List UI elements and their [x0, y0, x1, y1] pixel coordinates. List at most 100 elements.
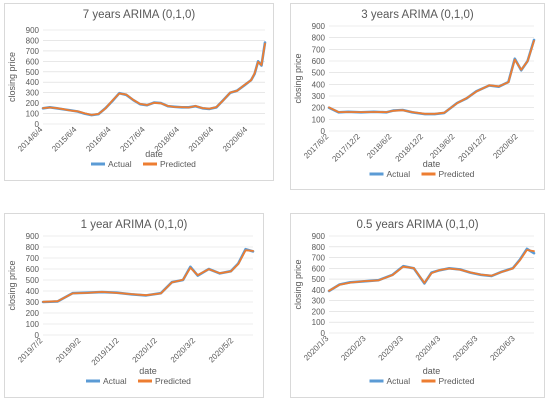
legend-label-actual: Actual: [387, 169, 411, 179]
y-tick-label: 100: [26, 320, 40, 329]
chart-panel-3-years: 3 years ARIMA (0,1,0) 0 100 200 300 400 500 600…: [290, 3, 545, 190]
chart-title: 1 year ARIMA (0,1,0): [81, 219, 188, 231]
x-tick-label: 2020/1/3: [302, 334, 331, 363]
legend-label-predicted: Predicted: [439, 376, 475, 386]
x-tick-label: 2020/5/2: [207, 336, 236, 365]
y-tick-label: 700: [26, 254, 40, 263]
x-tick-label: 2020/6/3: [488, 334, 517, 363]
y-tick-label: 100: [26, 110, 40, 119]
y-tick-label: 400: [312, 286, 326, 295]
y-tick-label: 300: [312, 297, 326, 306]
y-axis-label: closing price: [7, 52, 17, 102]
legend-label-predicted: Predicted: [160, 159, 196, 169]
x-tick-label: 2019/11/2: [90, 336, 121, 367]
y-axis-label: closing price: [293, 259, 303, 309]
series-line-actual: [327, 38, 536, 116]
y-tick-label: 100: [312, 115, 326, 124]
x-axis-label: date: [145, 149, 163, 159]
y-axis-label: closing price: [293, 53, 303, 103]
legend-label-actual: Actual: [387, 376, 411, 386]
y-tick-label: 300: [26, 89, 40, 98]
x-tick-label: 2020/3/2: [169, 336, 198, 365]
y-tick-label: 500: [312, 275, 326, 284]
x-tick-label: 2017/6/2: [302, 132, 331, 161]
x-tick-label: 2018/6/2: [365, 132, 394, 161]
chart-panel-7-years: 7 years ARIMA (0,1,0) 0 100 200 300 400 500 600…: [4, 3, 274, 181]
y-tick-label: 200: [26, 99, 40, 108]
chart-1-year: 1 year ARIMA (0,1,0) 0 100 200 300 400 500 600 7…: [7, 219, 255, 386]
y-tick-label: 700: [312, 254, 326, 263]
y-tick-label: 800: [26, 243, 40, 252]
y-tick-label: 800: [312, 243, 326, 252]
y-tick-label: 800: [312, 34, 326, 43]
legend-label-predicted: Predicted: [439, 169, 475, 179]
x-tick-label: 2019/6/4: [187, 125, 216, 154]
y-tick-label: 700: [26, 47, 40, 56]
series-line-predicted: [328, 40, 535, 115]
y-tick-label: 600: [312, 57, 326, 66]
x-tick-label: 2019/6/2: [428, 132, 457, 161]
x-tick-label: 2020/1/2: [131, 336, 160, 365]
y-tick-label: 400: [26, 78, 40, 87]
y-tick-label: 600: [312, 264, 326, 273]
y-tick-label: 0: [321, 329, 326, 338]
chart-0-5-years: 0.5 years ARIMA (0,1,0)01002003004005006…: [293, 219, 536, 386]
y-tick-label: 0: [321, 127, 326, 136]
y-tick-label: 700: [312, 45, 326, 54]
y-tick-label: 300: [312, 92, 326, 101]
x-tick-label: 2020/3/3: [377, 334, 406, 363]
series-line-actual: [327, 247, 536, 293]
x-tick-label: 2018/12/2: [393, 132, 425, 164]
y-tick-label: 500: [26, 68, 40, 77]
legend-label-actual: Actual: [108, 159, 132, 169]
y-tick-label: 200: [312, 307, 326, 316]
y-tick-label: 900: [312, 22, 326, 31]
legend-label-actual: Actual: [103, 376, 127, 386]
chart-3-years: 3 years ARIMA (0,1,0) 0 100 200 300 400 500 600…: [293, 9, 536, 179]
y-tick-label: 400: [26, 287, 40, 296]
y-tick-label: 900: [26, 26, 40, 35]
x-axis-label: date: [423, 159, 441, 169]
chart-title: 3 years ARIMA (0,1,0): [361, 9, 474, 21]
y-axis-label: closing price: [7, 260, 17, 310]
x-tick-label: 2020/6/2: [491, 132, 520, 161]
x-tick-label: 2019/12/2: [457, 132, 489, 164]
x-tick-label: 2019/7/2: [16, 336, 45, 365]
chart-title: 0.5 years ARIMA (0,1,0): [356, 219, 478, 231]
x-axis-label: date: [139, 366, 157, 376]
chart-panel-0-5-years: 0.5 years ARIMA (0,1,0) 0 100 200 300 400 500 6…: [290, 213, 545, 398]
chart-panel-1-year: 1 year ARIMA (0,1,0) 0 100 200 300 400 500 600 7…: [4, 213, 264, 398]
y-tick-label: 300: [26, 298, 40, 307]
y-tick-label: 0: [35, 331, 40, 340]
y-tick-label: 600: [26, 265, 40, 274]
x-tick-label: 2017/6/4: [118, 125, 147, 154]
x-tick-label: 2015/6/4: [50, 125, 79, 154]
x-tick-label: 2017/12/2: [330, 132, 362, 164]
x-tick-label: 2019/9/2: [54, 336, 83, 365]
y-tick-label: 0: [35, 120, 40, 129]
x-tick-label: 2014/6/4: [16, 125, 45, 154]
y-tick-label: 900: [26, 232, 40, 241]
x-tick-label: 2020/4/3: [414, 334, 443, 363]
y-tick-label: 500: [312, 69, 326, 78]
x-tick-label: 2020/2/3: [339, 334, 368, 363]
x-tick-label: 2020/6/4: [221, 125, 250, 154]
series-line-predicted: [42, 249, 254, 303]
y-tick-label: 100: [312, 318, 326, 327]
y-tick-label: 500: [26, 276, 40, 285]
legend-label-predicted: Predicted: [155, 376, 191, 386]
x-tick-label: 2020/5/3: [451, 334, 480, 363]
y-tick-label: 900: [312, 232, 326, 241]
x-tick-label: 2016/6/4: [84, 125, 113, 154]
y-tick-label: 200: [312, 104, 326, 113]
series-line-actual: [41, 41, 267, 117]
y-tick-label: 200: [26, 309, 40, 318]
chart-title: 7 years ARIMA (0,1,0): [83, 9, 196, 21]
series-line-predicted: [328, 249, 535, 292]
series-line-predicted: [42, 42, 266, 116]
y-tick-label: 800: [26, 36, 40, 45]
y-tick-label: 400: [312, 80, 326, 89]
y-tick-label: 600: [26, 57, 40, 66]
x-axis-label: date: [423, 366, 441, 376]
